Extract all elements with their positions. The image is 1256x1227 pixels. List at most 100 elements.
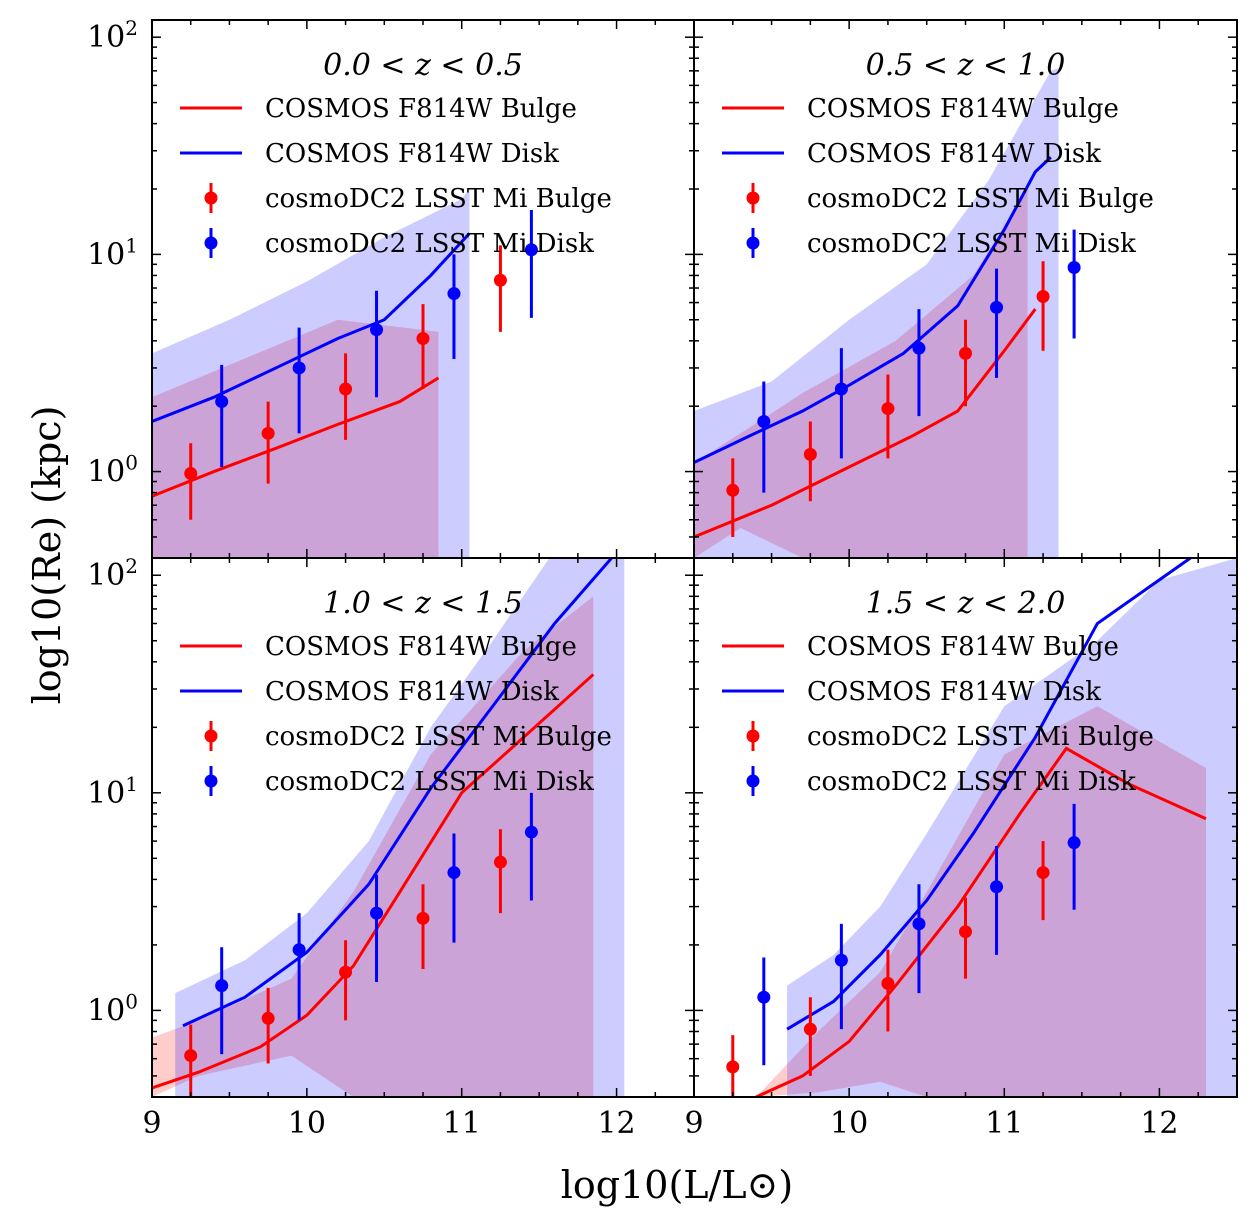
legend-dc2-disk-label: cosmoDC2 LSST Mi Disk [265,767,594,797]
dc2-disk-point [524,243,538,257]
dc2-disk-point [370,323,384,337]
panel-1: 0.0 < z < 0.5 COSMOS F814W Bulge COSMOS F8… [151,19,695,559]
dc2-bulge-point [184,1049,198,1063]
legend-dc2-disk-swatch-dot [204,774,218,788]
y-tick-label: 100 [87,989,138,1028]
plot-area [152,558,625,1097]
legend-dc2-bulge-swatch-dot [746,191,760,205]
panel-3: 1.0 < z < 1.5 COSMOS F814W Bulge COSMOS F8… [151,557,695,1098]
x-tick-label: 9 [142,1106,161,1141]
dc2-disk-point [990,300,1004,314]
x-tick-label: 9 [684,1106,703,1141]
dc2-bulge-point [1036,289,1050,303]
dc2-disk-point [1067,836,1081,850]
dc2-disk-point [215,979,229,993]
cosmos-disk-line [182,558,614,1028]
y-tick-label: 102 [87,554,138,593]
legend-cosmos-disk-label: COSMOS F814W Disk [807,139,1101,169]
legend-dc2-disk-label: cosmoDC2 LSST Mi Disk [807,767,1136,797]
x-tick-label: 10 [288,1106,326,1141]
x-tick-label: 12 [597,1106,635,1141]
cosmos-bulge-line [755,746,1207,1097]
dc2-disk-point [370,906,384,920]
dc2-bulge-point [339,965,353,979]
dc2-disk-point [1067,261,1081,275]
cosmos-disk-line [152,232,471,423]
panel-title: 1.5 < z < 2.0 [866,586,1066,621]
y-axis-label: log10(Re) (kpc) [25,406,69,705]
dc2-bulge-point [726,1060,740,1074]
legend-dc2-disk-swatch-dot [204,236,218,250]
legend-cosmos-disk-label: COSMOS F814W Disk [265,139,559,169]
dc2-bulge-point [184,466,198,480]
legend-dc2-bulge-swatch-dot [746,729,760,743]
dc2-bulge-point [959,346,972,360]
legend-dc2-disk-swatch-dot [746,236,760,250]
y-tick-label: 102 [87,16,138,55]
cosmos-bulge-line [152,376,440,498]
dc2-disk-point [524,825,538,839]
dc2-bulge-point [416,911,430,925]
legend-cosmos-disk-label: COSMOS F814W Disk [807,677,1101,707]
dc2-disk-point [834,382,848,396]
legend-cosmos-disk-label: COSMOS F814W Disk [265,677,559,707]
dc2-bulge-point [959,925,972,939]
dc2-bulge-point [416,331,430,345]
dc2-bulge-point [881,402,895,416]
dc2-disk-point [447,287,461,301]
legend-cosmos-bulge-label: COSMOS F814W Bulge [265,94,577,124]
plot-area [152,189,538,558]
dc2-bulge-point [881,976,895,990]
legend-dc2-bulge-label: cosmoDC2 LSST Mi Bulge [265,722,612,752]
legend-dc2-bulge-label: cosmoDC2 LSST Mi Bulge [807,184,1154,214]
dc2-bulge-point [1036,866,1050,880]
legend-dc2-disk-swatch-dot [746,774,760,788]
dc2-disk-point [447,866,461,880]
dc2-disk-point [215,395,229,409]
x-tick-label: 11 [443,1106,481,1141]
legend-dc2-disk-label: cosmoDC2 LSST Mi Disk [807,229,1136,259]
panel-title: 0.0 < z < 0.5 [323,48,523,83]
bulge-band [152,319,439,558]
dc2-disk-point [292,943,306,957]
cosmos-bulge-line [694,308,1037,539]
y-tick-label: 101 [87,233,138,272]
legend-dc2-bulge-label: cosmoDC2 LSST Mi Bulge [807,722,1154,752]
legend-cosmos-bulge-label: COSMOS F814W Bulge [807,632,1119,662]
legend-dc2-bulge-swatch-dot [204,729,218,743]
dc2-bulge-point [261,1011,275,1025]
dc2-disk-point [912,341,926,355]
panel-2: 0.5 < z < 1.0 COSMOS F814W Bulge COSMOS F8… [693,19,1238,559]
cosmos-disk-line [694,156,1052,464]
dc2-bulge-point [493,273,507,287]
x-tick-label: 11 [985,1106,1023,1141]
dc2-disk-point [912,917,926,931]
dc2-disk-point [834,953,848,967]
x-tick-label: 10 [830,1106,868,1141]
bulge-band [694,189,1028,558]
dc2-bulge-point [261,426,275,440]
dc2-bulge-point [803,1022,817,1036]
legend-dc2-disk-label: cosmoDC2 LSST Mi Disk [265,229,594,259]
x-axis-label: log10(L/L⊙) [561,1163,793,1207]
y-tick-label: 101 [87,772,138,811]
panel-title: 0.5 < z < 1.0 [866,48,1066,83]
plot-area [726,558,1237,1097]
x-tick-label: 12 [1140,1106,1178,1141]
dc2-bulge-point [339,382,353,396]
panel-4: 1.5 < z < 2.0 COSMOS F814W Bulge COSMOS F8… [693,557,1238,1098]
disk-band [694,68,1059,558]
dc2-disk-point [990,880,1004,894]
legend-dc2-bulge-swatch-dot [204,191,218,205]
panel-title: 1.0 < z < 1.5 [323,586,523,621]
plot-area [694,68,1081,558]
dc2-bulge-point [726,483,740,497]
dc2-bulge-point [493,855,507,869]
legend-dc2-bulge-label: cosmoDC2 LSST Mi Bulge [265,184,612,214]
disk-band [175,558,625,1097]
legend-cosmos-bulge-label: COSMOS F814W Bulge [265,632,577,662]
dc2-disk-point [292,361,306,375]
dc2-bulge-point [803,447,817,461]
y-tick-label: 100 [87,451,138,490]
dc2-disk-point [757,415,771,429]
